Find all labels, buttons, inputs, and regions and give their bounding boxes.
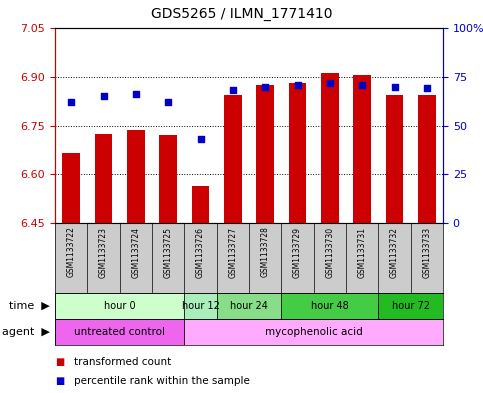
Text: GSM1133724: GSM1133724 [131, 226, 141, 277]
Bar [159, 135, 177, 223]
Text: GSM1133727: GSM1133727 [228, 226, 237, 277]
Text: hour 72: hour 72 [392, 301, 430, 311]
Bar [127, 130, 145, 223]
Text: GSM1133725: GSM1133725 [164, 226, 172, 277]
Text: GSM1133728: GSM1133728 [261, 226, 270, 277]
Bar [418, 95, 436, 223]
Bar [55, 319, 185, 345]
Point [358, 81, 366, 88]
Text: ■: ■ [55, 376, 64, 386]
Point [261, 83, 269, 90]
Bar [353, 75, 371, 223]
Point [229, 87, 237, 94]
Text: mycophenolic acid: mycophenolic acid [265, 327, 363, 337]
Text: hour 48: hour 48 [311, 301, 349, 311]
Text: untreated control: untreated control [74, 327, 165, 337]
Text: GSM1133722: GSM1133722 [67, 226, 76, 277]
Bar [192, 185, 210, 223]
Bar [185, 319, 443, 345]
Point [423, 85, 431, 92]
Text: hour 12: hour 12 [182, 301, 219, 311]
Text: GSM1133729: GSM1133729 [293, 226, 302, 277]
Text: time  ▶: time ▶ [10, 301, 50, 311]
Point [326, 79, 334, 86]
Text: transformed count: transformed count [74, 357, 171, 367]
Text: GSM1133733: GSM1133733 [422, 226, 431, 277]
Point [132, 91, 140, 97]
Text: ■: ■ [55, 357, 64, 367]
Text: percentile rank within the sample: percentile rank within the sample [74, 376, 250, 386]
Point [294, 81, 301, 88]
Text: agent  ▶: agent ▶ [2, 327, 50, 337]
Text: GSM1133723: GSM1133723 [99, 226, 108, 277]
Text: GSM1133731: GSM1133731 [358, 226, 367, 277]
Bar [224, 95, 242, 223]
Bar [289, 83, 306, 223]
Bar [55, 293, 185, 319]
Bar [185, 293, 217, 319]
Bar [385, 95, 403, 223]
Point [197, 136, 204, 142]
Point [99, 93, 107, 99]
Point [67, 99, 75, 105]
Text: hour 0: hour 0 [104, 301, 135, 311]
Bar [95, 134, 113, 223]
Text: GDS5265 / ILMN_1771410: GDS5265 / ILMN_1771410 [151, 7, 332, 21]
Bar [62, 153, 80, 223]
Text: GSM1133730: GSM1133730 [326, 226, 334, 277]
Text: GSM1133732: GSM1133732 [390, 226, 399, 277]
Text: hour 24: hour 24 [230, 301, 268, 311]
Point [164, 99, 172, 105]
Bar [281, 293, 378, 319]
Bar [256, 85, 274, 223]
Point [391, 83, 398, 90]
Bar [378, 293, 443, 319]
Bar [217, 293, 281, 319]
Bar [321, 73, 339, 223]
Text: GSM1133726: GSM1133726 [196, 226, 205, 277]
